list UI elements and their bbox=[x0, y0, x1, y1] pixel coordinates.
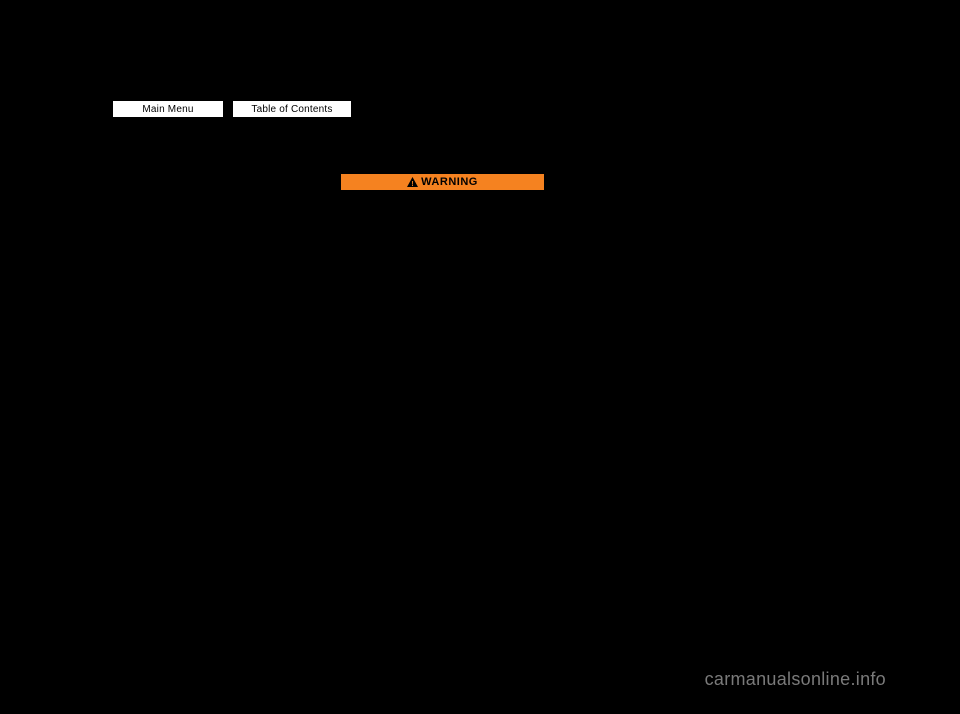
manual-page: Main Menu Table of Contents ! WARNING ca… bbox=[0, 0, 960, 714]
watermark-text: carmanualsonline.info bbox=[705, 669, 886, 690]
svg-text:!: ! bbox=[411, 181, 413, 187]
warning-triangle-icon: ! bbox=[407, 177, 418, 187]
table-of-contents-tab[interactable]: Table of Contents bbox=[232, 100, 352, 118]
warning-label: WARNING bbox=[421, 176, 478, 188]
warning-banner: ! WARNING bbox=[340, 173, 545, 191]
nav-tabs: Main Menu Table of Contents bbox=[112, 100, 352, 118]
main-menu-tab[interactable]: Main Menu bbox=[112, 100, 224, 118]
